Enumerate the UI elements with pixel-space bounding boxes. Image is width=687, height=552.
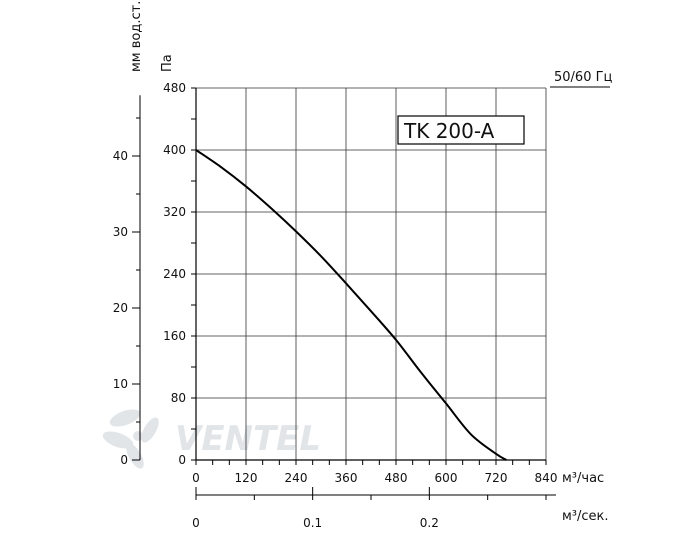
x-tick-label: 720 bbox=[485, 471, 508, 485]
y2-tick-label: 0 bbox=[120, 453, 128, 467]
x-tick-label: 120 bbox=[235, 471, 258, 485]
x2-tick-label: 0.1 bbox=[303, 516, 322, 530]
y2-axis-label: мм вод.ст. bbox=[129, 1, 144, 72]
x2-axis-label: м³/сек. bbox=[562, 509, 609, 524]
x-tick-label: 480 bbox=[385, 471, 408, 485]
x2-tick-label: 0.2 bbox=[420, 516, 439, 530]
y-tick-label: 400 bbox=[163, 143, 186, 157]
y-tick-label: 80 bbox=[171, 391, 186, 405]
x-tick-label: 600 bbox=[435, 471, 458, 485]
series-line bbox=[195, 149, 507, 461]
y-tick-label: 320 bbox=[163, 205, 186, 219]
y-tick-label: 160 bbox=[163, 329, 186, 343]
frequency-label: 50/60 Гц bbox=[554, 70, 613, 85]
x-tick-label: 360 bbox=[335, 471, 358, 485]
y2-tick-label: 10 bbox=[113, 377, 128, 391]
chart-ticks: 0 120 240 360 480 600 720 840080160240320400480… bbox=[113, 81, 558, 530]
x-axis-label: м³/час bbox=[562, 471, 604, 486]
y2-tick-label: 30 bbox=[113, 225, 128, 239]
x2-tick-label: 0 bbox=[192, 516, 200, 530]
title-box bbox=[397, 115, 525, 145]
y-tick-label: 0 bbox=[178, 453, 186, 467]
y-tick-label: 480 bbox=[163, 81, 186, 95]
y-tick-label: 240 bbox=[163, 267, 186, 281]
y2-tick-label: 20 bbox=[113, 301, 128, 315]
fan-logo-icon bbox=[102, 409, 159, 469]
x-tick-label: 840 bbox=[535, 471, 558, 485]
watermark-text: VENTEL bbox=[175, 419, 321, 459]
y2-tick-label: 40 bbox=[113, 149, 128, 163]
x-tick-label: 0 bbox=[192, 471, 200, 485]
x-tick-label: 240 bbox=[285, 471, 308, 485]
performance-curve bbox=[195, 149, 507, 461]
ventel-watermark: VENTEL bbox=[102, 409, 321, 469]
chart-title: TK 200-A bbox=[403, 119, 495, 143]
y-axis-label: Па bbox=[160, 54, 175, 72]
